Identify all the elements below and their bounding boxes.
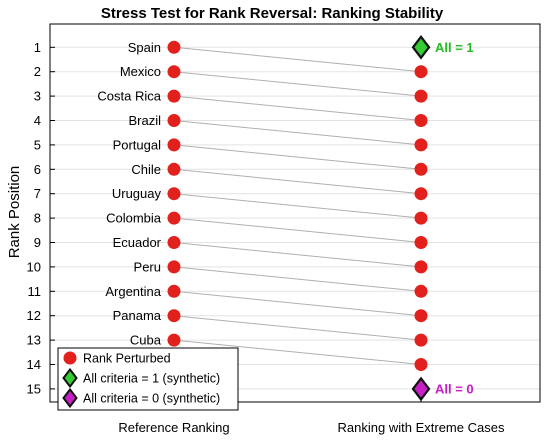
country-label: Brazil [128, 113, 161, 128]
reference-rank-point [167, 211, 181, 225]
legend-circle-marker [63, 351, 77, 365]
country-label: Argentina [105, 284, 161, 299]
rank-connector-line [173, 120, 422, 146]
country-label: Costa Rica [97, 89, 161, 104]
legend-label: All criteria = 1 (synthetic) [83, 372, 220, 386]
legend-diamond-marker [62, 387, 78, 409]
y-tick-label: 13 [27, 333, 41, 348]
chart-title: Stress Test for Rank Reversal: Ranking S… [101, 5, 444, 22]
rank-connector-line [173, 95, 422, 121]
y-tick-label: 10 [27, 259, 41, 274]
reference-rank-point [167, 89, 181, 103]
reference-rank-point [167, 309, 181, 323]
y-tick-label: 15 [27, 381, 41, 396]
x-tick-label: Ranking with Extreme Cases [338, 420, 505, 435]
country-label: Colombia [106, 211, 162, 226]
y-tick-label: 3 [34, 89, 41, 104]
extreme-rank-point [414, 260, 428, 274]
y-axis-label: Rank Position [6, 166, 23, 259]
legend: Rank Perturbed All criteria = 1 (syntheti… [57, 347, 239, 411]
extreme-rank-point [414, 162, 428, 176]
rank-connector-line [173, 315, 422, 341]
reference-rank-point [167, 260, 181, 274]
extreme-rank-point [414, 309, 428, 323]
data-marks: Spain Mexico Costa Rica Brazil Portugal Chile… [97, 34, 474, 402]
extreme-rank-point [414, 187, 428, 201]
extreme-rank-point [414, 358, 428, 371]
reference-rank-point [167, 187, 181, 201]
y-tick-label: 12 [27, 308, 41, 323]
legend-diamond-marker [62, 367, 78, 389]
grid-lines [50, 46, 540, 390]
rank-connector-line [173, 71, 422, 97]
synthetic-diamond-marker [411, 376, 431, 402]
extreme-rank-point [414, 138, 428, 152]
extreme-rank-point [414, 333, 428, 347]
x-tick-labels: Reference Ranking Ranking with Extreme Ca… [118, 397, 505, 435]
country-label: Panama [113, 308, 162, 323]
extreme-rank-point [414, 65, 428, 79]
rank-connector-line [173, 290, 422, 317]
rank-connector-line [173, 242, 422, 268]
y-tick-label: 7 [34, 186, 41, 201]
country-label: Spain [128, 40, 161, 55]
reference-rank-point [167, 162, 181, 176]
legend-label: Rank Perturbed [83, 352, 171, 366]
plot-frame [49, 23, 541, 403]
x-tick-label: Reference Ranking [118, 420, 229, 435]
y-tick-label: 2 [34, 64, 41, 79]
y-tick-label: 14 [27, 357, 41, 372]
extreme-rank-point [414, 284, 428, 298]
reference-rank-point [167, 40, 181, 54]
country-label: Mexico [120, 64, 161, 79]
reference-rank-point [167, 138, 181, 152]
synthetic-annotation: All = 0 [435, 381, 474, 396]
y-tick-label: 6 [34, 162, 41, 177]
reference-rank-point [167, 284, 181, 298]
rank-connector-line [173, 217, 422, 243]
reference-rank-point [167, 236, 181, 249]
y-tick-label: 4 [34, 113, 41, 128]
reference-rank-point [167, 65, 181, 79]
country-label: Chile [131, 162, 161, 177]
reference-rank-point [167, 333, 181, 347]
country-label: Uruguay [112, 186, 162, 201]
y-tick-label: 9 [34, 235, 41, 250]
country-label: Cuba [130, 333, 162, 348]
rank-connector-line [173, 168, 422, 195]
extreme-rank-point [414, 89, 428, 103]
country-label: Portugal [113, 137, 162, 152]
y-tick-label: 11 [28, 284, 42, 299]
y-tick-label: 8 [34, 211, 41, 226]
rank-connectors [173, 46, 422, 365]
rank-connector-line [173, 266, 422, 292]
synthetic-annotation: All = 1 [435, 40, 474, 55]
extreme-rank-point [414, 114, 428, 127]
extreme-rank-point [414, 211, 428, 225]
reference-rank-point [167, 114, 181, 127]
country-label: Peru [134, 259, 161, 274]
synthetic-diamond-marker [411, 34, 431, 60]
country-label: Ecuador [113, 235, 162, 250]
rank-connector-line [173, 339, 422, 365]
rank-connector-line [173, 144, 422, 170]
legend-label: All criteria = 0 (synthetic) [83, 392, 220, 406]
rank-connector-line [173, 46, 422, 73]
y-tick-label: 5 [34, 137, 41, 152]
y-tick-label: 1 [34, 40, 41, 55]
extreme-rank-point [414, 236, 428, 249]
rank-connector-line [173, 193, 422, 219]
legend-box [57, 347, 239, 411]
